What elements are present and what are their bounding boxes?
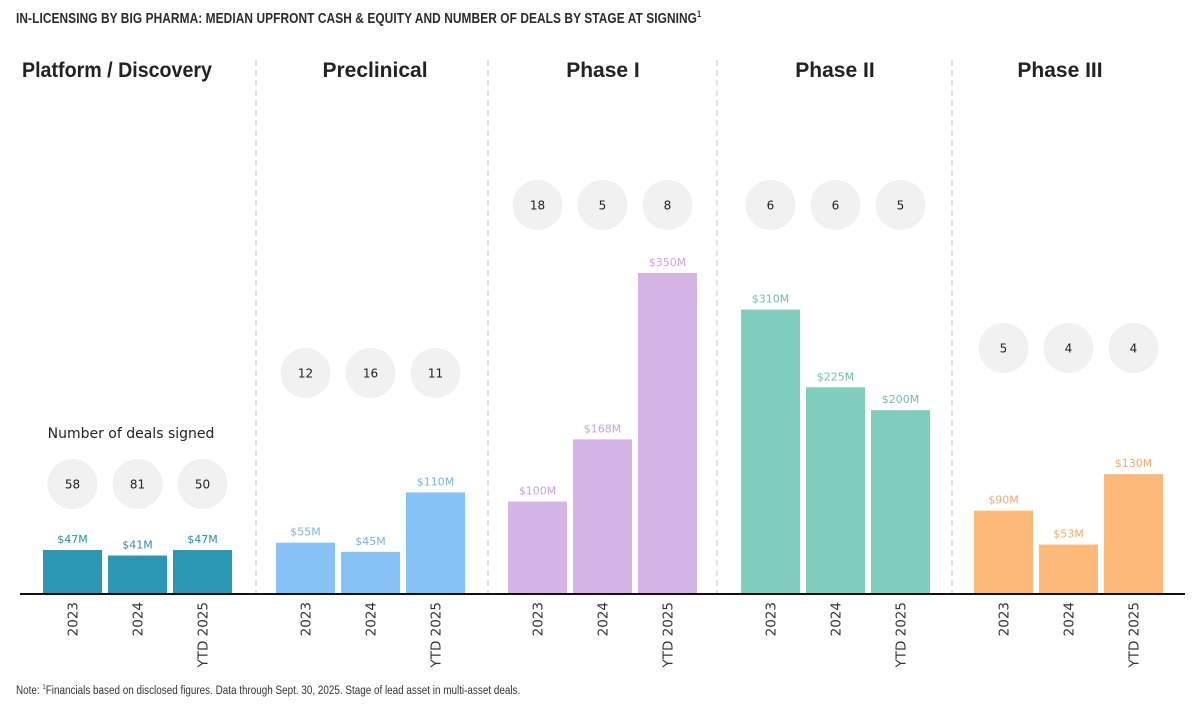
deals-count: 11 [428,367,443,381]
footnote: Note: 1Financials based on disclosed fig… [16,684,520,697]
bar-value-label: $47M [57,533,88,546]
x-tick-label: 2024 [364,602,380,636]
x-tick-label: 2023 [66,602,82,636]
x-tick-label: 2023 [764,602,780,636]
stage-header: Phase I [566,59,640,82]
deals-circle [810,180,861,230]
deals-circle [1043,323,1094,373]
chart-title-text: IN-LICENSING BY BIG PHARMA: MEDIAN UPFRO… [16,10,698,27]
x-tick-label: YTD 2025 [661,602,677,669]
deals-label: Number of deals signed [48,426,215,442]
bar [974,510,1033,593]
bar-value-label: $110M [417,475,455,488]
title-footnote-mark: 1 [697,9,702,19]
bar [341,551,400,593]
bar [508,501,567,593]
deals-circle [280,348,331,398]
deals-count: 8 [664,199,672,213]
note-mark: 1 [42,684,46,691]
x-tick-label: YTD 2025 [429,602,445,669]
deals-circle [345,348,396,398]
deals-circle [642,180,693,230]
deals-circle [177,459,228,509]
deals-count: 50 [195,478,210,492]
deals-count: 4 [1065,342,1073,356]
x-tick-label: YTD 2025 [196,602,212,669]
bar [276,542,335,593]
x-tick-label: 2023 [531,602,547,636]
x-tick-label: 2024 [1062,602,1078,636]
bar [173,550,232,593]
deals-count: 18 [530,199,545,213]
bar-value-label: $53M [1053,528,1084,541]
stage-header: Phase II [795,59,874,82]
bar [871,410,930,593]
x-tick-label: YTD 2025 [1127,602,1143,669]
bar-value-label: $225M [817,370,855,383]
deals-count: 16 [363,367,378,381]
chart-title: IN-LICENSING BY BIG PHARMA: MEDIAN UPFRO… [16,9,701,27]
note-prefix: Note: [16,684,43,697]
deals-count: 58 [65,478,80,492]
x-tick-label: 2023 [299,602,315,636]
deals-circle [410,348,461,398]
deals-circle [875,180,926,230]
deals-circle [1108,323,1159,373]
bar [1039,544,1098,593]
deals-circle [112,459,163,509]
x-tick-label: 2024 [596,602,612,636]
x-tick-label: 2024 [829,602,845,636]
bar-value-label: $350M [649,256,687,269]
deals-count: 5 [897,199,905,213]
bar-value-label: $47M [187,533,218,546]
bar-value-label: $90M [988,494,1019,507]
stage-header: Preclinical [322,59,427,82]
deals-count: 4 [1130,342,1138,356]
deals-circle [577,180,628,230]
bar-value-label: $45M [355,535,386,548]
bar-value-label: $55M [290,526,321,539]
deals-circle [47,459,98,509]
deals-circle [512,180,563,230]
bar-value-label: $168M [584,422,622,435]
bar-value-label: $100M [519,485,557,498]
bar [1104,474,1163,593]
bar-value-label: $200M [882,393,920,406]
deals-count: 81 [130,478,145,492]
bar [573,439,632,593]
deals-circle [745,180,796,230]
bar-value-label: $130M [1115,457,1153,470]
x-tick-label: 2023 [997,602,1013,636]
deals-count: 6 [832,199,840,213]
deals-count: 5 [1000,342,1008,356]
deals-count: 6 [767,199,775,213]
deals-circle [978,323,1029,373]
stage-header: Phase III [1017,59,1102,82]
bar [741,309,800,593]
note-text: Financials based on disclosed figures. D… [45,684,521,697]
bar [806,387,865,593]
bar [406,492,465,593]
bar [43,550,102,593]
bar [638,273,697,593]
bar-value-label: $310M [752,293,790,306]
deals-count: 12 [298,367,313,381]
x-tick-label: YTD 2025 [894,602,910,669]
x-tick-label: 2024 [131,602,147,636]
stage-header: Platform / Discovery [22,59,212,82]
deals-count: 5 [599,199,607,213]
bar [108,555,167,593]
bar-value-label: $41M [122,539,153,552]
